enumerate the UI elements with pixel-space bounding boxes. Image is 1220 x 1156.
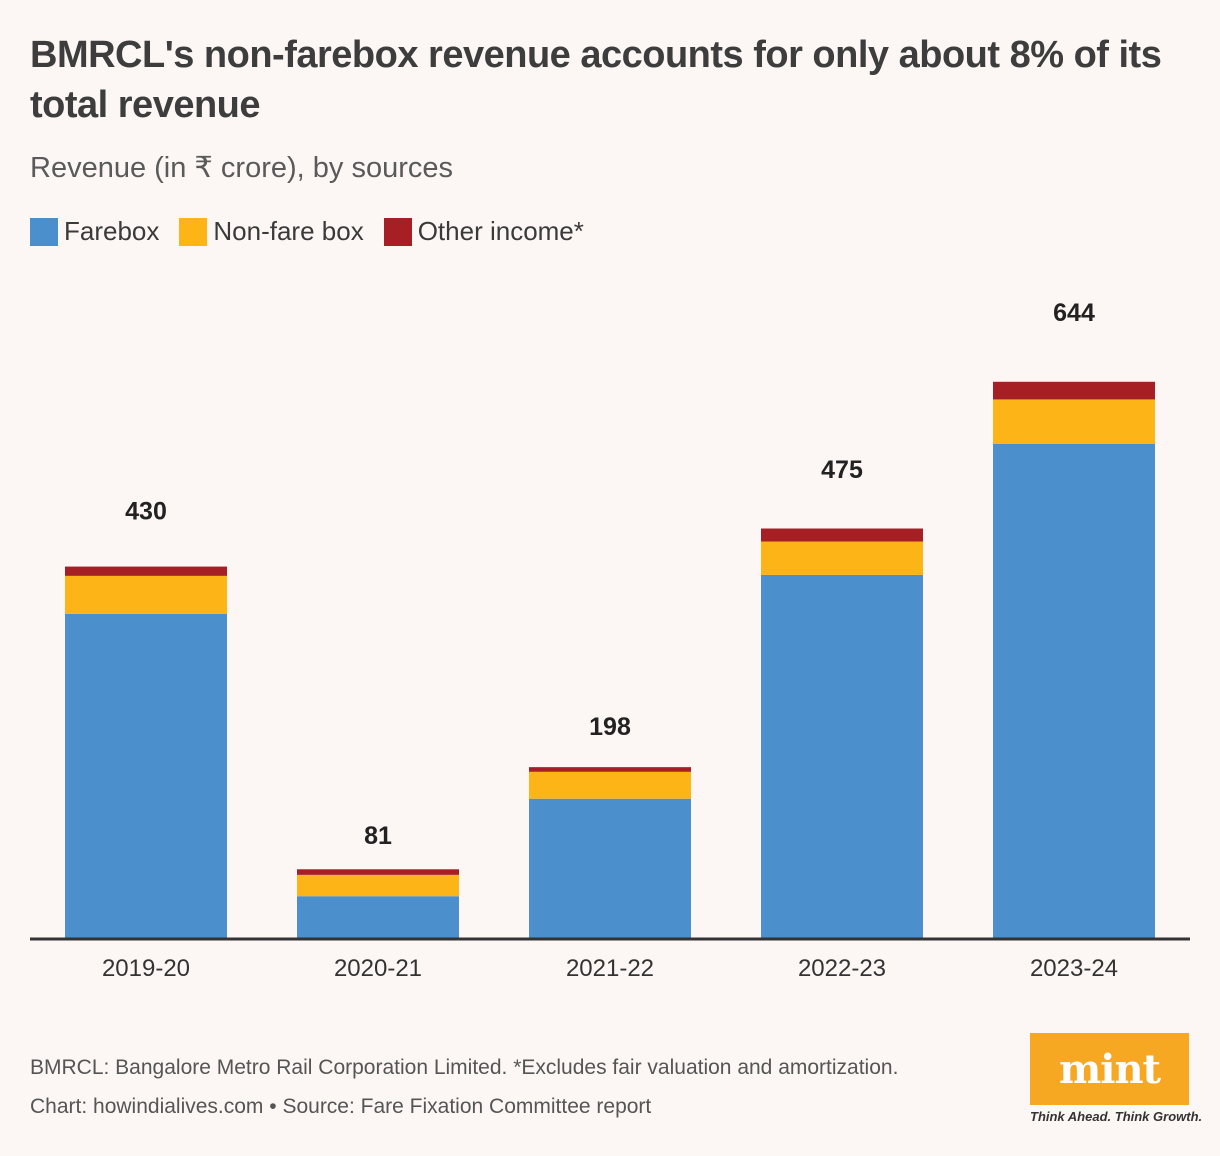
legend-item-non-fare-box: Non-fare box <box>179 216 364 247</box>
bar-segment-other-income <box>993 381 1155 400</box>
legend-label-other-income: Other income* <box>417 216 584 246</box>
total-label: 81 <box>364 822 392 850</box>
mint-logo: mint Think Ahead. Think Growth. <box>1030 1033 1203 1124</box>
x-tick-label: 2022-23 <box>798 955 886 982</box>
bar-segment-non-fare-box <box>761 541 923 575</box>
total-label: 430 <box>125 498 167 526</box>
legend-swatch-non-fare-box <box>179 217 208 246</box>
legend-label-farebox: Farebox <box>64 216 160 246</box>
bar-segment-non-fare-box <box>297 874 459 897</box>
bar-segment-other-income <box>65 566 227 576</box>
bar-segment-non-fare-box <box>529 771 691 799</box>
bar-segment-farebox <box>297 896 459 938</box>
bar-segment-farebox <box>993 444 1155 938</box>
legend-item-farebox: Farebox <box>30 216 159 247</box>
bar-segment-farebox <box>65 613 227 938</box>
footer-source: Chart: howindialives.com • Source: Fare … <box>30 1095 652 1118</box>
total-label: 198 <box>589 713 631 741</box>
x-tick-label: 2020-21 <box>334 955 422 982</box>
legend: Farebox Non-fare box Other income* <box>30 216 604 247</box>
bar-segment-other-income <box>297 869 459 875</box>
legend-swatch-farebox <box>30 217 58 246</box>
legend-item-other-income: Other income* <box>383 216 584 247</box>
legend-swatch-other-income <box>383 217 412 246</box>
mint-logo-mark: mint <box>1030 1033 1189 1105</box>
bar-segment-other-income <box>761 528 923 542</box>
x-tick-label: 2023-24 <box>1030 955 1118 982</box>
chart-subtitle: Revenue (in ₹ crore), by sources <box>30 152 454 184</box>
mint-logo-tagline: Think Ahead. Think Growth. <box>1030 1109 1203 1124</box>
total-label: 475 <box>821 456 863 484</box>
x-tick-label: 2021-22 <box>566 955 654 982</box>
bar-segment-farebox <box>529 798 691 938</box>
stacked-bar-chart: 430 2019-20 81 2020-21 198 2021-22 475 2022-23 6… <box>30 299 1190 982</box>
bar-segment-non-fare-box <box>993 399 1155 444</box>
x-tick-label: 2019-20 <box>102 955 190 982</box>
legend-label-non-fare-box: Non-fare box <box>213 216 364 246</box>
bar-segment-farebox <box>761 574 923 938</box>
total-label: 644 <box>1053 299 1095 327</box>
footer-note: BMRCL: Bangalore Metro Rail Corporation … <box>30 1056 899 1079</box>
bar-segment-non-fare-box <box>65 575 227 614</box>
bar-segment-other-income <box>529 767 691 772</box>
chart-title: BMRCL's non-farebox revenue accounts for… <box>30 34 1162 126</box>
